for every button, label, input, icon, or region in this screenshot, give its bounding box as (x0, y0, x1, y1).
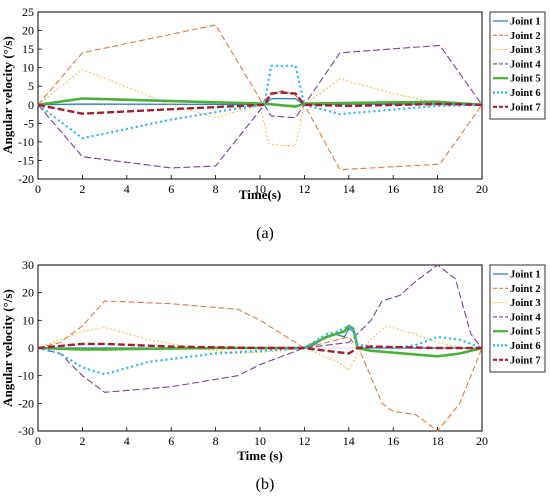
x-tick-label: 2 (79, 434, 85, 448)
legend-box-b (489, 264, 546, 373)
x-tick-label: 14 (343, 434, 355, 448)
series-line-joint-2 (37, 300, 483, 432)
x-ticks-a: 0 2 4 6 8 10 12 14 16 18 20 (35, 175, 488, 196)
x-axis-label-b: Time (s) (237, 448, 283, 463)
x-tick-label: 4 (124, 182, 130, 196)
x-tick-label: 4 (124, 434, 130, 448)
y-axis-label-b: Angular velocity (°/s) (0, 289, 15, 407)
legend-label-joint-2: Joint 2 (510, 31, 541, 42)
y-tick-label: 30 (22, 258, 34, 272)
x-tick-label: 10 (254, 182, 266, 196)
x-tick-label: 8 (213, 434, 219, 448)
series-line-joint-5 (37, 97, 483, 108)
y-tick-label: -30 (18, 424, 34, 438)
legend-label-joint-5: Joint 5 (510, 74, 541, 85)
y-tick-label: 0 (28, 98, 34, 112)
series-line-joint-6 (37, 324, 483, 376)
y-tick-label: -5 (24, 116, 34, 130)
legend-label-joint-2: Joint 2 (510, 284, 541, 295)
legend-a: Joint 1 Joint 2 Joint 3 Joint 4 Joint 5 Joint… (489, 11, 546, 120)
series-line-joint-4 (37, 44, 483, 169)
x-tick-label: 16 (387, 182, 399, 196)
chart-panel-a: 0 2 4 6 8 10 12 14 16 18 20 -20-15-10-50510152025 … (0, 5, 546, 242)
series-line-joint-4 (37, 264, 483, 393)
y-tick-label: -10 (18, 369, 34, 383)
series-line-joint-7 (37, 91, 483, 115)
legend-label-joint-6: Joint 6 (510, 341, 541, 352)
x-tick-label: 10 (254, 434, 266, 448)
x-tick-label: 0 (35, 182, 41, 196)
x-tick-label: 2 (79, 182, 85, 196)
legend-box-a (489, 11, 546, 120)
x-tick-label: 20 (476, 182, 488, 196)
y-tick-label: 0 (28, 341, 34, 355)
legend-label-joint-3: Joint 3 (510, 45, 541, 56)
series-group-b (37, 264, 483, 432)
series-line-joint-6 (37, 64, 483, 140)
x-tick-label: 12 (298, 434, 310, 448)
legend-label-joint-7: Joint 7 (510, 355, 541, 366)
x-tick-label: 8 (213, 182, 219, 196)
series-line-joint-2 (37, 24, 483, 171)
x-tick-label: 20 (476, 434, 488, 448)
x-axis-label-a: Time(s) (239, 187, 281, 202)
y-ticks-a: -20 -15 -10 -5 0 5 10 15 20 25 (18, 5, 42, 186)
chart-panel-b: 0 2 4 6 8 10 12 14 16 18 20 -30 -20 -10 0 10 20 30 Time … (0, 258, 546, 493)
y-axis-label-a: Angular velocity (°/s) (0, 36, 15, 154)
y-tick-label: 10 (22, 61, 34, 75)
y-tick-label: 15 (22, 42, 34, 56)
legend-label-joint-4: Joint 4 (510, 59, 541, 70)
y-ticks-b: -30 -20 -10 0 10 20 30 (18, 258, 42, 438)
x-tick-label: 12 (298, 182, 310, 196)
legend-label-joint-1: Joint 1 (510, 270, 541, 281)
x-tick-label: 6 (168, 182, 174, 196)
legend-label-joint-4: Joint 4 (510, 312, 541, 323)
caption-a: (a) (256, 225, 274, 242)
legend-label-joint-7: Joint 7 (510, 102, 541, 113)
y-tick-label: -15 (18, 153, 34, 167)
y-tick-label: 10 (22, 313, 34, 327)
series-group-a (37, 24, 483, 171)
legend-label-joint-6: Joint 6 (510, 88, 541, 99)
y-tick-label: -20 (18, 396, 34, 410)
y-tick-label: 20 (22, 286, 34, 300)
y-tick-label: 5 (28, 79, 34, 93)
legend-label-joint-1: Joint 1 (510, 17, 541, 28)
x-tick-label: 18 (432, 182, 444, 196)
x-tick-label: 14 (343, 182, 355, 196)
legend-label-joint-3: Joint 3 (510, 298, 541, 309)
x-tick-label: 18 (432, 434, 444, 448)
x-tick-label: 6 (168, 434, 174, 448)
series-line-joint-7 (37, 342, 482, 355)
legend-label-joint-5: Joint 5 (510, 327, 541, 338)
x-tick-label: 16 (387, 434, 399, 448)
x-ticks-b: 0 2 4 6 8 10 12 14 16 18 20 (35, 427, 488, 448)
series-line-joint-3 (37, 68, 483, 147)
plot-area-a (37, 11, 483, 180)
caption-b: (b) (256, 476, 275, 493)
x-tick-label: 0 (35, 434, 41, 448)
y-tick-label: -20 (18, 172, 34, 186)
y-tick-label: -10 (18, 135, 34, 149)
series-line-joint-5 (37, 324, 483, 358)
legend-b: Joint 1 Joint 2 Joint 3 Joint 4 Joint 5 Joint… (489, 264, 546, 373)
y-tick-label: 20 (22, 24, 34, 38)
y-tick-label: 25 (22, 5, 34, 19)
